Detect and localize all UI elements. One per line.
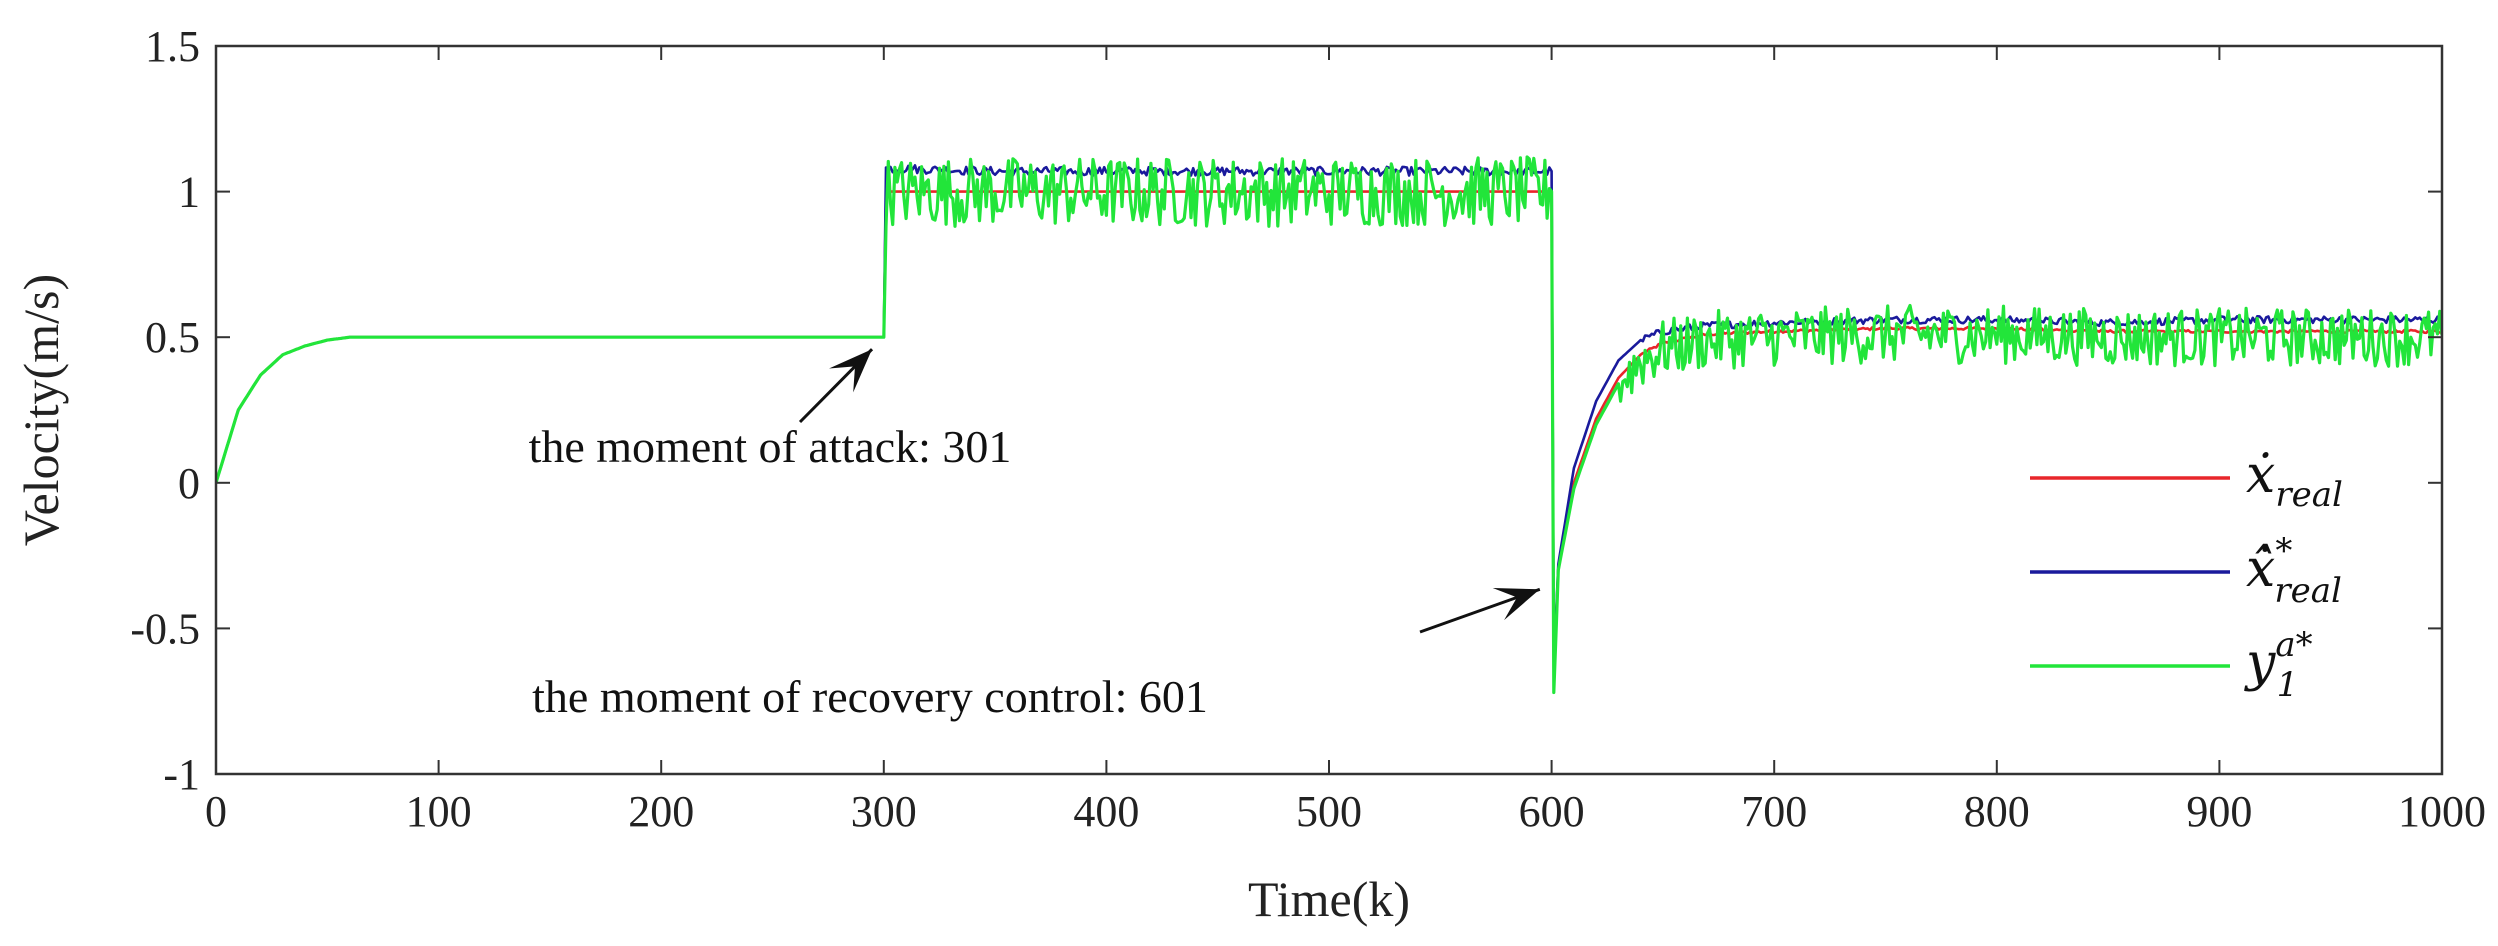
series-layer — [216, 155, 2442, 695]
x-tick-label: 1000 — [2398, 787, 2486, 836]
x-axis-title: Time(k) — [1248, 871, 1410, 927]
y-tick-label: 0 — [178, 459, 200, 508]
plot-area — [216, 46, 2442, 774]
legend-label: ya* 1 — [2244, 625, 2313, 705]
x-tick-label: 200 — [628, 787, 694, 836]
x-tick-label: 400 — [1073, 787, 1139, 836]
y-tick-label: -1 — [163, 750, 200, 799]
annotation-layer: the moment of attack: 301 the moment of r… — [529, 348, 1541, 722]
x-tick-label: 600 — [1519, 787, 1585, 836]
legend-label: ẋreal — [2246, 445, 2343, 515]
y-tick-label: 0.5 — [145, 313, 200, 362]
y-tick-label: 1 — [178, 168, 200, 217]
x-tick-label: 300 — [851, 787, 917, 836]
x-tick-label: 700 — [1741, 787, 1807, 836]
annotation-arrow-head — [829, 349, 872, 393]
y-tick-label: -0.5 — [130, 604, 200, 653]
legend-label: ẋ̂* real — [2246, 531, 2342, 611]
series-line-3 — [216, 155, 2442, 695]
annotation-arrow-head — [1492, 588, 1540, 621]
x-tick-label: 0 — [205, 787, 227, 836]
x-tick-label: 900 — [2186, 787, 2252, 836]
y-axis-title: Velocity(m/s) — [13, 274, 69, 546]
x-tick-label: 100 — [406, 787, 472, 836]
x-tick-label: 500 — [1296, 787, 1362, 836]
legend: ẋreal ẋ̂* real ya* 1 — [2030, 445, 2343, 705]
y-tick-label: 1.5 — [145, 22, 200, 71]
x-tick-label: 800 — [1964, 787, 2030, 836]
annotation-label: the moment of recovery control: 601 — [532, 671, 1208, 722]
ticks-layer: 0 100 200 300 400 500 600 700 800 900 1000 -1 -0.5 0 0… — [130, 22, 2486, 836]
annotation-label: the moment of attack: 301 — [529, 421, 1012, 472]
